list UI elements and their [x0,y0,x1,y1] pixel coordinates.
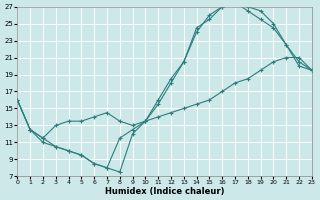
X-axis label: Humidex (Indice chaleur): Humidex (Indice chaleur) [105,187,224,196]
